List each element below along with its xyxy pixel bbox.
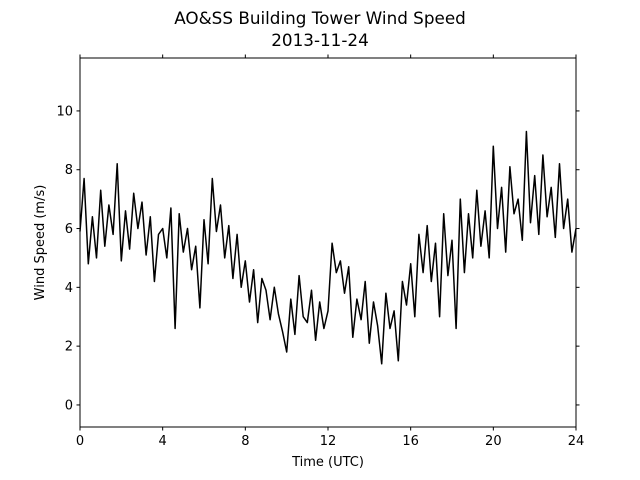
x-tick-label: 12 — [320, 434, 337, 449]
x-tick-label: 0 — [76, 434, 84, 449]
x-tick-label: 24 — [568, 434, 585, 449]
y-tick-label: 6 — [65, 222, 73, 237]
wind-speed-line — [79, 130, 577, 365]
x-tick-label: 16 — [402, 434, 419, 449]
y-tick-label: 2 — [65, 340, 73, 355]
y-tick-label: 8 — [65, 163, 73, 178]
plot-area-frame — [79, 57, 577, 428]
x-axis-label: Time (UTC) — [291, 455, 364, 470]
chart-subtitle: 2013-11-24 — [271, 30, 369, 50]
chart-title: AO&SS Building Tower Wind Speed — [174, 8, 466, 28]
x-tick-label: 8 — [241, 434, 249, 449]
y-axis-ticks: 0 2 4 6 8 10 — [56, 104, 580, 413]
y-tick-label: 0 — [65, 398, 73, 413]
y-tick-label: 10 — [56, 104, 73, 119]
y-tick-label: 4 — [65, 281, 73, 296]
plot-series — [79, 130, 577, 365]
x-tick-label: 4 — [159, 434, 167, 449]
x-tick-label: 20 — [485, 434, 502, 449]
x-axis-ticks: 0 4 8 12 16 20 24 — [76, 54, 585, 449]
y-axis-label: Wind Speed (m/s) — [33, 185, 48, 301]
